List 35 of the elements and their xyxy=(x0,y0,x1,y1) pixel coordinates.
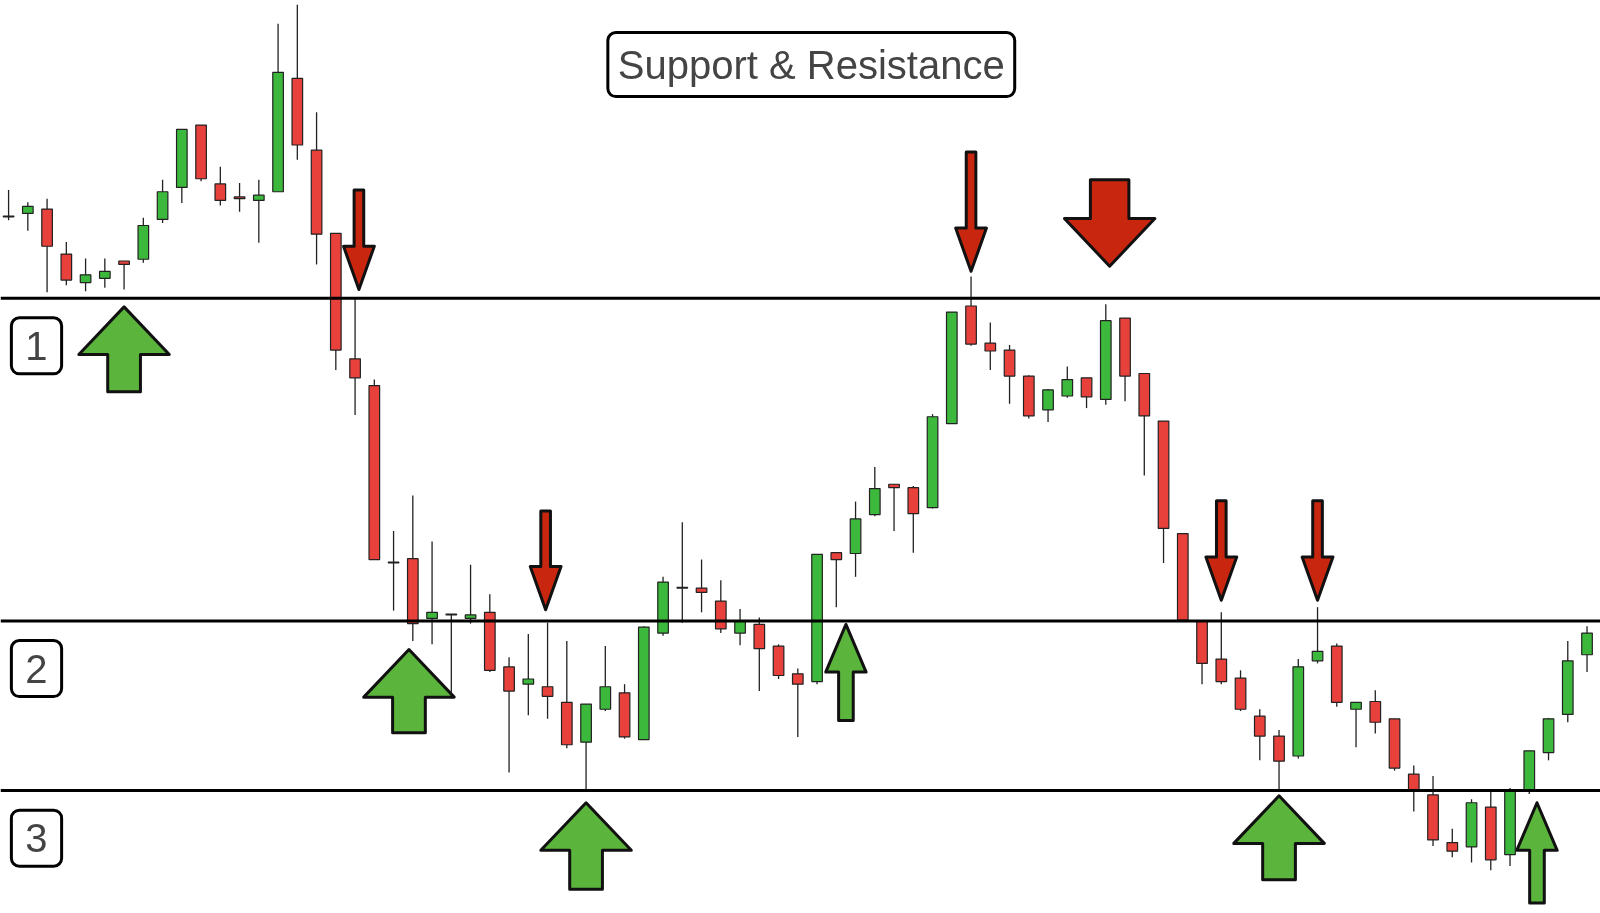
candlestick xyxy=(541,622,554,720)
candlestick xyxy=(1581,625,1593,673)
candlestick xyxy=(349,298,361,416)
candlestick xyxy=(118,260,130,291)
candlestick xyxy=(830,551,843,608)
candlestick xyxy=(1253,708,1266,761)
annotation: 2 xyxy=(25,646,48,691)
candlestick xyxy=(1446,828,1459,858)
candlestick xyxy=(426,540,438,646)
candlestick xyxy=(252,178,265,244)
candlestick xyxy=(599,645,612,712)
candlestick xyxy=(387,530,400,612)
candlestick xyxy=(1061,365,1074,399)
candlestick xyxy=(522,633,535,716)
candlestick xyxy=(1042,388,1054,423)
candlestick xyxy=(791,667,804,738)
candlestick xyxy=(214,166,227,207)
candlestick xyxy=(1080,377,1093,409)
annotation: 3 xyxy=(25,816,48,861)
candlestick xyxy=(1350,701,1362,748)
annotation: 1 xyxy=(25,323,48,368)
candlestick xyxy=(464,564,477,625)
candlestick xyxy=(984,321,997,371)
candlestick xyxy=(695,558,708,613)
candlestick xyxy=(21,201,34,232)
candlestick xyxy=(1215,611,1228,685)
candlestick xyxy=(79,257,92,292)
candlestick xyxy=(2,189,15,221)
candlestick xyxy=(445,613,458,693)
candlestick xyxy=(233,182,246,213)
text: Support & Resistance xyxy=(617,42,1005,87)
candlestick xyxy=(676,521,689,624)
candlestick xyxy=(734,608,746,646)
candlestick xyxy=(98,257,111,289)
candlestick xyxy=(1369,689,1382,735)
